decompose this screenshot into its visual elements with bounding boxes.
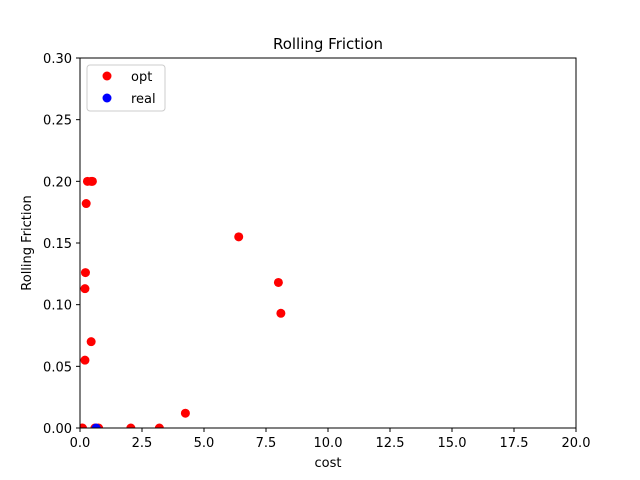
data-point-opt xyxy=(154,423,164,428)
x-axis: 0.0 2.5 5.0 7.5 10.0 12.5 15.0 17.5 20.0 xyxy=(70,428,591,451)
y-tick-label: 0.20 xyxy=(43,175,72,190)
x-tick-label: 17.5 xyxy=(500,436,529,451)
data-point-opt xyxy=(87,176,97,186)
x-tick-label: 15.0 xyxy=(438,436,467,451)
data-point-opt xyxy=(126,423,136,428)
x-tick-label: 0.0 xyxy=(70,436,91,451)
data-point-opt xyxy=(80,268,90,278)
data-point-opt xyxy=(80,423,87,428)
legend: opt real xyxy=(86,64,166,112)
y-axis: 0.00 0.05 0.10 0.15 0.20 0.25 0.30 xyxy=(43,52,80,437)
data-point-opt xyxy=(81,199,91,209)
legend-marker-real xyxy=(102,93,112,103)
x-tick-label: 5.0 xyxy=(194,436,215,451)
y-tick-label: 0.25 xyxy=(43,114,72,129)
legend-label-opt: opt xyxy=(131,70,152,85)
data-point-opt xyxy=(80,355,90,365)
data-point-opt xyxy=(234,232,244,242)
data-point-opt xyxy=(273,277,283,287)
y-tick-label: 0.15 xyxy=(43,237,72,252)
data-point-real xyxy=(91,423,101,428)
chart-title: Rolling Friction xyxy=(273,35,383,53)
data-point-opt xyxy=(180,408,190,418)
legend-label-real: real xyxy=(131,92,156,107)
y-tick-label: 0.05 xyxy=(43,360,72,375)
y-axis-label: Rolling Friction xyxy=(20,195,35,290)
x-axis-label: cost xyxy=(315,456,342,471)
y-tick-label: 0.00 xyxy=(43,422,72,437)
data-point-opt xyxy=(80,284,90,294)
data-point-opt xyxy=(276,308,286,318)
y-tick-label: 0.10 xyxy=(43,299,72,314)
data-point-opt xyxy=(86,337,96,347)
points-layer xyxy=(80,176,286,428)
x-tick-label: 7.5 xyxy=(256,436,277,451)
x-tick-label: 12.5 xyxy=(376,436,405,451)
x-tick-label: 20.0 xyxy=(562,436,591,451)
x-tick-label: 10.0 xyxy=(314,436,343,451)
y-tick-label: 0.30 xyxy=(43,52,72,67)
x-tick-label: 2.5 xyxy=(132,436,153,451)
plot-area-frame xyxy=(79,57,577,429)
legend-marker-opt xyxy=(102,71,112,81)
